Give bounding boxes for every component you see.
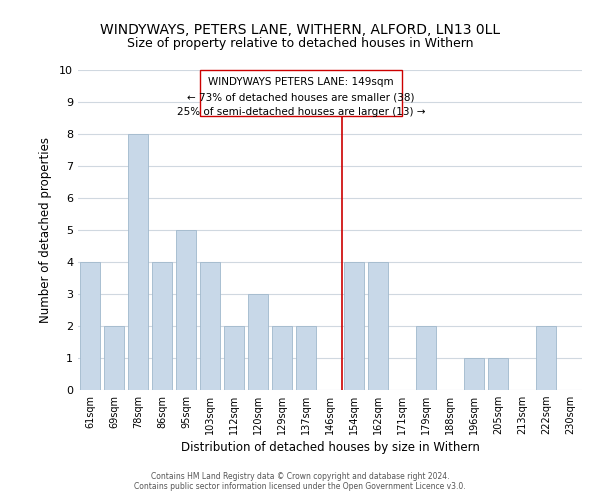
Bar (272, 326, 292, 390)
Text: Contains HM Land Registry data © Crown copyright and database right 2024.: Contains HM Land Registry data © Crown c… (151, 472, 449, 481)
Bar (536, 326, 556, 390)
X-axis label: Distribution of detached houses by size in Withern: Distribution of detached houses by size … (181, 442, 479, 454)
Text: WINDYWAYS, PETERS LANE, WITHERN, ALFORD, LN13 0LL: WINDYWAYS, PETERS LANE, WITHERN, ALFORD,… (100, 22, 500, 36)
Bar (128, 134, 148, 390)
Text: Size of property relative to detached houses in Withern: Size of property relative to detached ho… (127, 38, 473, 51)
Bar (80, 262, 100, 390)
Bar (488, 358, 508, 390)
Bar (416, 326, 436, 390)
Bar (344, 262, 364, 390)
Bar (248, 294, 268, 390)
Y-axis label: Number of detached properties: Number of detached properties (39, 137, 52, 323)
Bar (104, 326, 124, 390)
Bar (368, 262, 388, 390)
Bar (224, 326, 244, 390)
Bar (176, 230, 196, 390)
Bar (464, 358, 484, 390)
FancyBboxPatch shape (200, 70, 402, 116)
Text: ← 73% of detached houses are smaller (38): ← 73% of detached houses are smaller (38… (187, 92, 415, 102)
Text: 25% of semi-detached houses are larger (13) →: 25% of semi-detached houses are larger (… (177, 107, 425, 117)
Bar (296, 326, 316, 390)
Text: WINDYWAYS PETERS LANE: 149sqm: WINDYWAYS PETERS LANE: 149sqm (208, 77, 394, 87)
Bar (152, 262, 172, 390)
Bar (200, 262, 220, 390)
Text: Contains public sector information licensed under the Open Government Licence v3: Contains public sector information licen… (134, 482, 466, 491)
